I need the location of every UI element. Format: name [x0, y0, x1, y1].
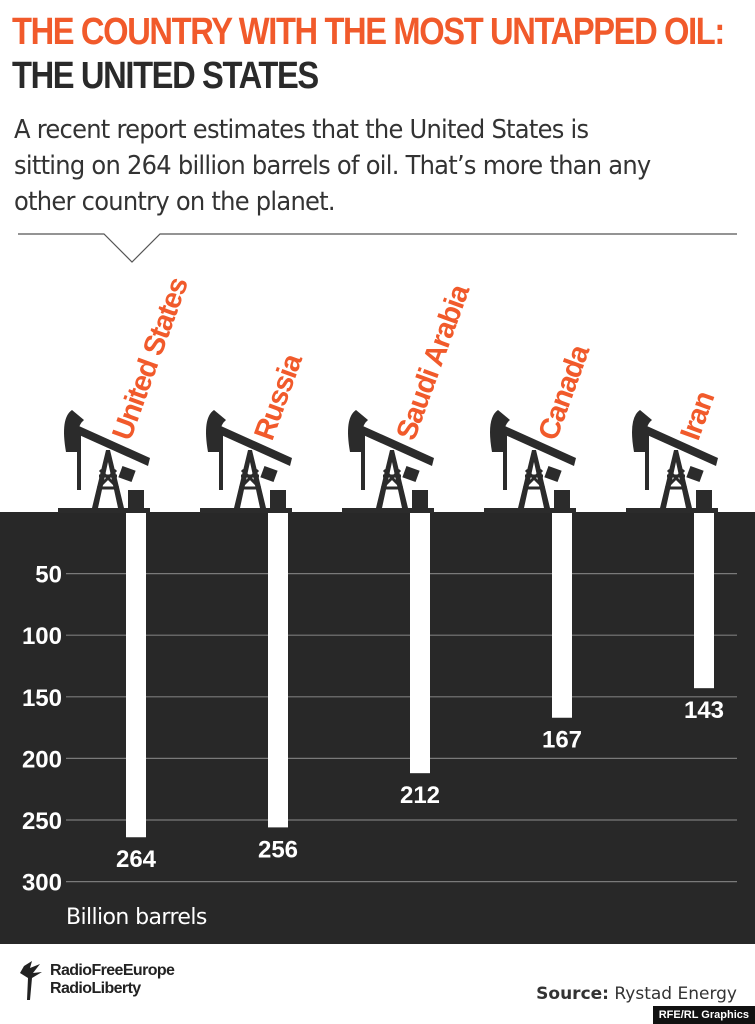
bars [126, 512, 714, 838]
y-axis-label: Billion barrels [66, 905, 207, 930]
title-line-1: THE COUNTRY WITH THE MOST UNTAPPED OIL: [12, 11, 725, 53]
pumpjack-icon [484, 410, 576, 513]
callout-pointer [18, 233, 737, 263]
y-gridlines [66, 572, 737, 883]
y-tick-200: 200 [22, 746, 62, 773]
rferl-logo: RadioFreeEurope RadioLiberty [18, 958, 175, 1002]
source-value: Rystad Energy [614, 984, 737, 1004]
bar-1 [268, 512, 288, 828]
y-tick-50: 50 [35, 562, 62, 589]
bar-2 [410, 512, 430, 774]
pumpjack-icon [58, 410, 150, 513]
pumpjack-icon [342, 410, 434, 513]
data-label-4: 143 [684, 697, 724, 724]
category-label-3: Canada [533, 340, 597, 445]
category-label-4: Iran [675, 388, 722, 444]
torch-icon [20, 961, 42, 1000]
y-tick-300: 300 [22, 870, 62, 897]
data-labels: 264 256 212 167 143 [116, 697, 724, 873]
bar-4 [694, 512, 714, 689]
bar-0 [126, 512, 146, 838]
logo-line-1: RadioFreeEurope [50, 962, 175, 979]
y-tick-150: 150 [22, 685, 62, 712]
y-tick-250: 250 [22, 808, 62, 835]
oil-reserves-chart: 50 100 150 200 250 300 United States Russia Sau… [0, 233, 755, 944]
category-label-2: Saudi Arabia [391, 279, 477, 444]
data-label-2: 212 [400, 782, 440, 809]
data-label-3: 167 [542, 727, 582, 754]
category-labels: United States Russia Saudi Arabia Canada Ira… [107, 274, 722, 444]
source-label: Source: [536, 984, 609, 1004]
source-note: Source: Rystad Energy [536, 984, 737, 1004]
chart-subtitle: A recent report estimates that the Unite… [14, 115, 651, 217]
pumpjack-icon [200, 410, 292, 513]
data-label-0: 264 [116, 846, 157, 873]
logo-line-2: RadioLiberty [50, 980, 141, 997]
underground-panel [0, 512, 755, 944]
pumpjack-icon [626, 410, 718, 513]
category-label-1: Russia [249, 349, 310, 444]
graphics-credit: RFE/RL Graphics [652, 1006, 755, 1024]
chart-title: THE COUNTRY WITH THE MOST UNTAPPED OIL: … [12, 10, 725, 98]
y-tick-100: 100 [22, 623, 62, 650]
pumpjacks [58, 410, 718, 513]
category-label-0: United States [107, 274, 195, 444]
data-label-1: 256 [258, 836, 298, 863]
title-line-2: THE UNITED STATES [12, 55, 319, 97]
y-tick-labels: 50 100 150 200 250 300 [22, 562, 62, 897]
bar-3 [552, 512, 572, 718]
